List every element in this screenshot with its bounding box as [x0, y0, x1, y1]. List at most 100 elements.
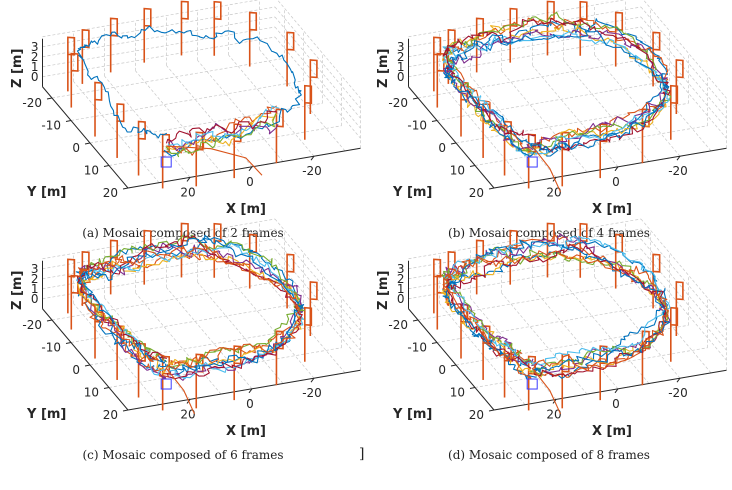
trajectory-line — [531, 145, 562, 193]
y-tick — [122, 187, 129, 190]
z-tick-label: 1 — [397, 60, 405, 74]
grid-line-x — [73, 81, 160, 183]
y-axis-line — [408, 308, 495, 411]
y-tick — [65, 342, 72, 344]
grid-line-z — [42, 6, 276, 48]
x-tick-label: 20 — [180, 185, 195, 199]
grid-line-z — [274, 6, 361, 109]
landmark-board — [652, 253, 661, 273]
grid-line-z — [408, 248, 642, 290]
landmark-board — [433, 258, 442, 278]
grid-line-z — [277, 0, 361, 99]
landmark-board — [180, 0, 189, 20]
grid-line-y — [70, 80, 304, 121]
z-tick-label: 2 — [397, 50, 405, 64]
x-axis-label: X [m] — [592, 202, 632, 217]
landmark-board — [599, 123, 608, 143]
y-tick-label: 0 — [72, 141, 80, 155]
landmark — [213, 0, 222, 56]
stray-bracket: ] — [359, 446, 365, 462]
grid-line-z — [408, 16, 642, 58]
y-tick-label: 20 — [469, 408, 484, 422]
grid-line-z — [42, 228, 276, 270]
grid-line-y — [51, 279, 285, 321]
y-tick-label: 0 — [72, 363, 80, 377]
trajectory-line — [165, 367, 196, 415]
y-tick-label: 20 — [469, 186, 484, 200]
x-tick-label: -20 — [302, 386, 322, 400]
x-tick — [614, 388, 619, 394]
landmark — [81, 29, 90, 84]
start-marker — [160, 378, 172, 390]
axes — [42, 260, 361, 411]
grid-line-z — [640, 6, 727, 109]
x-axis-line — [127, 147, 361, 189]
grid-line-y — [417, 279, 651, 321]
y-tick-label: 20 — [103, 408, 118, 422]
landmark — [248, 11, 258, 67]
grid-line-z — [640, 26, 727, 129]
y-tick — [412, 97, 419, 100]
grid-line-x — [439, 81, 526, 183]
grid-line-y — [108, 125, 342, 166]
y-tick-label: -20 — [22, 318, 42, 332]
landmark-board — [67, 36, 76, 56]
y-axis-label: Y [m] — [26, 407, 66, 422]
subfigure-caption: (c) Mosaic composed of 6 frames — [83, 448, 284, 462]
landmark-board — [94, 303, 103, 323]
y-tick-label: 0 — [438, 363, 446, 377]
landmark-board — [109, 239, 119, 259]
grid-line-z — [408, 228, 642, 270]
x-tick — [614, 166, 619, 172]
grid-line-x — [166, 65, 253, 168]
landmark-board — [286, 31, 295, 51]
y-tick-label: -10 — [41, 119, 61, 133]
landmark-board — [670, 84, 679, 105]
grid-line-z — [643, 0, 727, 99]
y-tick — [103, 387, 110, 389]
trajectory-line — [165, 113, 277, 158]
x-axis-label: X [m] — [226, 202, 266, 217]
grid-line-x — [228, 54, 315, 157]
subfigure-caption: (d) Mosaic composed of 8 frames — [448, 448, 650, 462]
trajectory-line — [76, 25, 302, 157]
z-axis-label: Z [m] — [376, 49, 391, 88]
grid — [408, 218, 727, 411]
landmark-board — [641, 330, 650, 350]
y-tick-label: 0 — [438, 141, 446, 155]
y-tick — [65, 120, 72, 122]
landmark — [109, 17, 119, 73]
grid-line-x — [259, 49, 346, 152]
grid-line-y — [436, 302, 670, 343]
y-tick-label: 10 — [450, 386, 465, 400]
grid-line-z — [42, 36, 276, 78]
subfigure-caption: (a) Mosaic composed of 2 frames — [82, 226, 283, 240]
y-tick-label: 10 — [84, 164, 99, 178]
landmark — [309, 59, 318, 114]
landmark-board — [675, 59, 684, 79]
grid-line-z — [640, 248, 727, 351]
y-tick-label: 10 — [84, 386, 99, 400]
x-tick-label: -20 — [668, 164, 688, 178]
landmark-board — [304, 306, 313, 327]
x-tick — [186, 177, 191, 182]
landmark — [94, 81, 103, 137]
y-tick-label: 10 — [450, 164, 465, 178]
x-tick — [248, 388, 253, 394]
grid-line-x — [501, 292, 588, 395]
grid-line-x — [563, 60, 650, 162]
grid-line-x — [73, 303, 160, 405]
landmark — [675, 59, 684, 114]
x-tick — [676, 155, 681, 161]
trajectory-line — [531, 367, 562, 415]
landmark-board — [81, 29, 90, 49]
grid-line-x — [594, 276, 681, 379]
grid-line-x — [135, 292, 222, 395]
landmark-board — [309, 281, 318, 301]
landmark-board — [137, 342, 146, 362]
z-tick-label: 1 — [31, 282, 39, 296]
z-axis-label: Z [m] — [10, 49, 25, 88]
landmark-board — [599, 345, 608, 365]
grid-line-y — [70, 302, 304, 343]
